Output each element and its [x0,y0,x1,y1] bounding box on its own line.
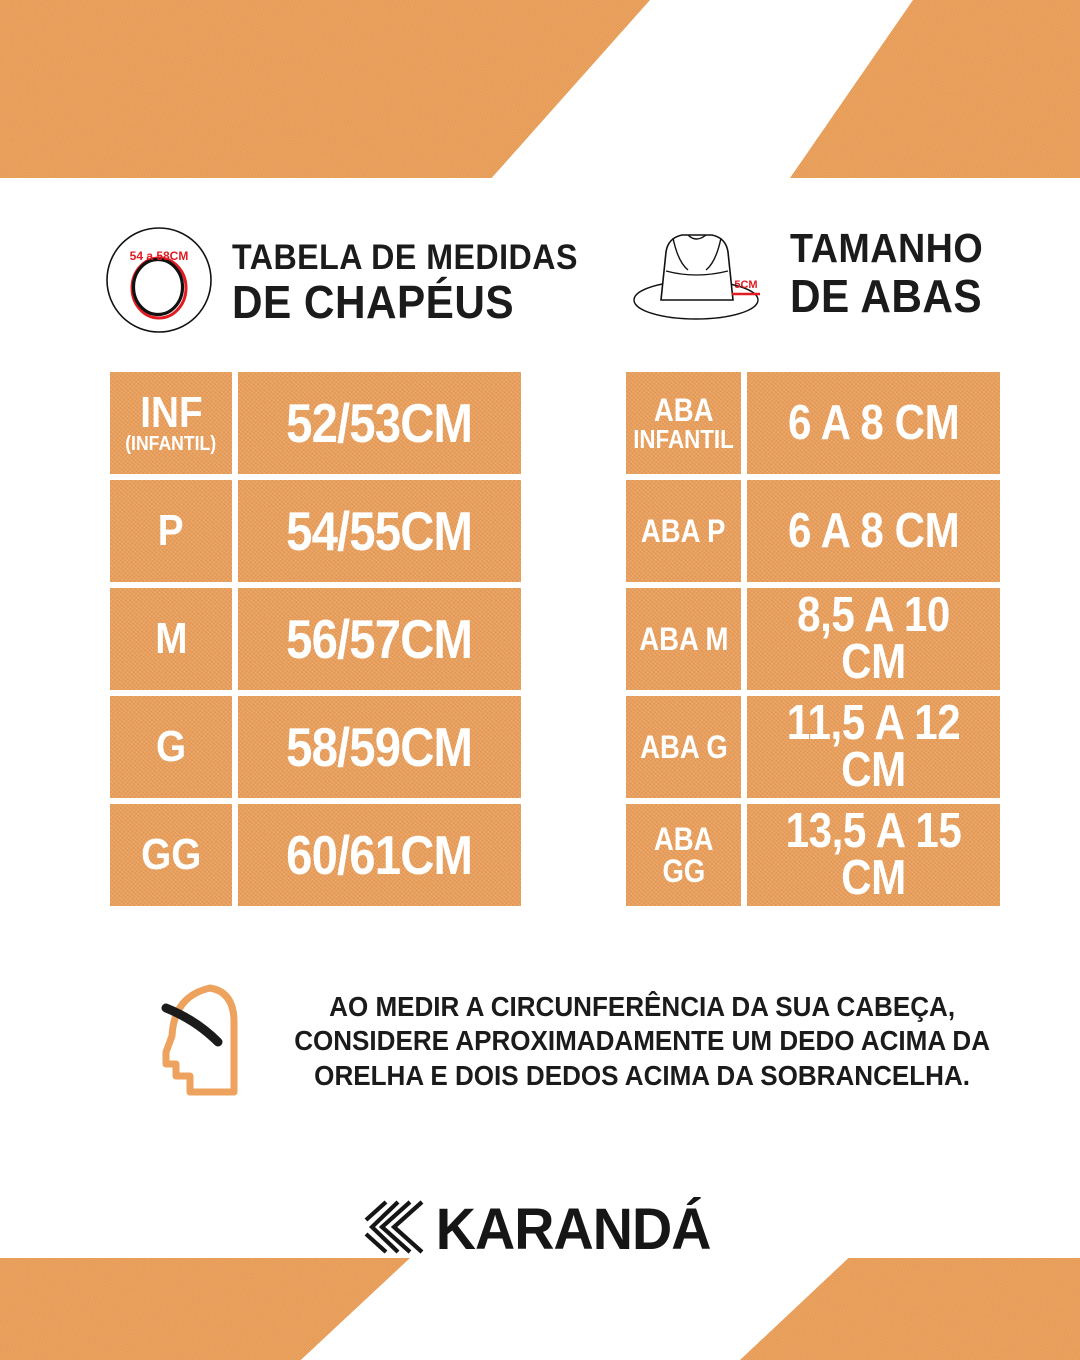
brim-label-cell: ABA P [626,480,741,582]
hat-circle-diagram-icon: 54 a 58CM [100,216,218,349]
size-sublabel: (INFANTIL) [125,433,217,456]
hat-size-header: 54 a 58CM TABELA DE MEDIDAS DE CHAPÉUS [100,216,608,349]
svg-text:5CM: 5CM [734,279,757,291]
size-value-cell: 52/53CM [238,372,521,474]
hat-size-table: INF (INFANTIL) 52/53CM P 54/55CM M 56/57… [110,372,521,906]
size-label-cell: G [110,696,232,798]
size-label-cell: M [110,588,232,690]
size-label: P [158,506,184,556]
size-value-cell: 58/59CM [238,696,521,798]
size-value: 52/53CM [286,391,474,454]
table-row: GG 60/61CM [110,804,521,906]
brand-logo: KARANDÁ [0,1196,1080,1263]
size-label-cell: INF (INFANTIL) [110,372,232,474]
bottom-left-orange-band [0,1258,410,1360]
size-label: G [155,722,187,772]
top-left-orange-band [0,0,650,178]
brim-label: ABA M [638,621,729,657]
note-line1: AO MEDIR A CIRCUNFERÊNCIA DA SUA CABEÇA, [329,991,956,1023]
brim-label-cell: ABA M [626,588,741,690]
size-value: 54/55CM [286,499,474,562]
brim-label: ABA G [639,729,728,765]
size-label: M [154,614,188,664]
brim-value-cell: 6 A 8 CM [747,480,1000,582]
brim-sublabel: GG [662,853,705,889]
size-label: INF [139,387,203,437]
table-row: G 58/59CM [110,696,521,798]
brim-label: ABA [653,821,714,857]
brim-label-cell: ABA INFANTIL [626,372,741,474]
brim-value: 13,5 A 15 CM [785,804,962,905]
table-row: INF (INFANTIL) 52/53CM [110,372,521,474]
table-row: ABA INFANTIL 6 A 8 CM [626,372,1000,474]
brim-label-cell: ABA G [626,696,741,798]
brim-value-cell: 8,5 A 10 CM [747,588,1000,690]
size-label: GG [140,830,202,880]
top-right-orange-band [790,0,1080,178]
size-value: 60/61CM [286,823,474,886]
size-label-cell: GG [110,804,232,906]
brand-name: KARANDÁ [435,1197,712,1262]
brim-value: 8,5 A 10 CM [797,588,950,689]
size-value-cell: 60/61CM [238,804,521,906]
brim-label-cell: ABA GG [626,804,741,906]
table-row: M 56/57CM [110,588,521,690]
note-line3: ORELHA E DOIS DEDOS ACIMA DA SOBRANCELHA… [314,1059,971,1091]
brim-value-cell: 6 A 8 CM [747,372,1000,474]
brim-value: 11,5 A 12 CM [786,696,961,797]
head-profile-measuring-tape-icon [150,980,246,1103]
fedora-hat-diagram-icon: 5CM [626,216,776,331]
note-line2: CONSIDERE APROXIMADAMENTE UM DEDO ACIMA … [294,1025,991,1057]
bottom-right-orange-band [740,1258,1080,1360]
brim-size-header-line2: DE ABAS [790,270,983,322]
brim-label: ABA P [641,513,726,549]
hat-size-header-line1: TABELA DE MEDIDAS [232,238,578,277]
brim-size-header-line1: TAMANHO [790,225,984,271]
measuring-note: AO MEDIR A CIRCUNFERÊNCIA DA SUA CABEÇA,… [150,980,990,1103]
table-row: P 54/55CM [110,480,521,582]
brim-size-header: 5CM TAMANHO DE ABAS [626,216,1000,331]
table-row: ABA P 6 A 8 CM [626,480,1000,582]
brim-label: ABA [653,392,714,428]
size-value-cell: 54/55CM [238,480,521,582]
size-value: 56/57CM [286,607,474,670]
size-value: 58/59CM [286,715,474,778]
size-value-cell: 56/57CM [238,588,521,690]
brim-size-table: ABA INFANTIL 6 A 8 CM ABA P 6 A 8 CM ABA… [626,372,1000,906]
brim-sublabel: INFANTIL [633,424,734,454]
chevron-stripes-mark-icon [364,1198,426,1261]
hat-size-header-line2: DE CHAPÉUS [232,276,515,328]
brim-value-cell: 11,5 A 12 CM [747,696,1000,798]
svg-text:54 a 58CM: 54 a 58CM [130,249,189,263]
brim-value-cell: 13,5 A 15 CM [747,804,1000,906]
brim-value: 6 A 8 CM [787,503,960,558]
size-label-cell: P [110,480,232,582]
table-row: ABA GG 13,5 A 15 CM [626,804,1000,906]
table-row: ABA M 8,5 A 10 CM [626,588,1000,690]
table-row: ABA G 11,5 A 12 CM [626,696,1000,798]
brim-value: 6 A 8 CM [787,395,960,450]
